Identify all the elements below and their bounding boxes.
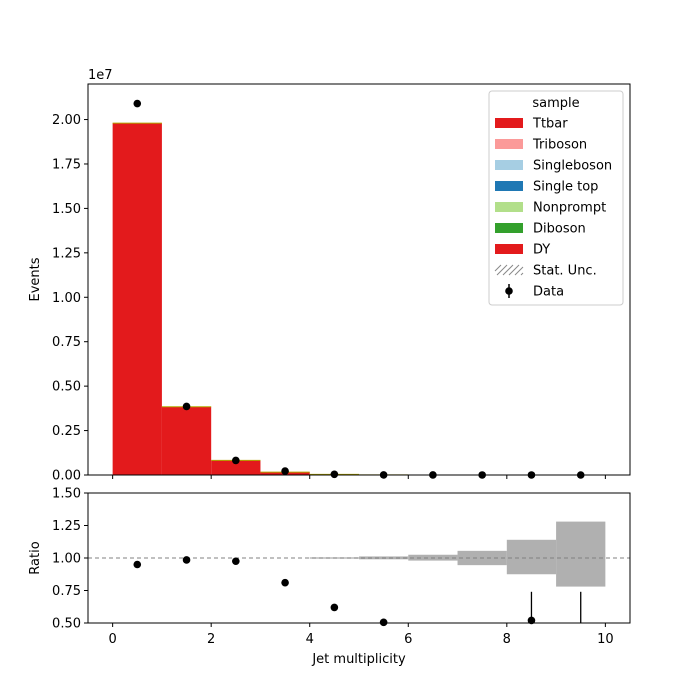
y-tick-label: 1.75 (52, 157, 81, 172)
ratio-plot-frame (87, 492, 631, 624)
data-point (232, 456, 240, 465)
y-tick-label: 1.25 (52, 246, 81, 261)
ratio-point (133, 560, 142, 569)
x-tick-label: 0 (108, 632, 116, 647)
stack-bar-dy (211, 460, 261, 475)
ratio-y-axis-label: Ratio (28, 541, 43, 574)
ratio-point (232, 557, 240, 566)
x-tick-label: 6 (404, 632, 412, 647)
x-tick-label: 2 (207, 632, 215, 647)
x-axis-label: Jet multiplicity (311, 652, 406, 667)
ratio-y-tick-label: 1.00 (52, 552, 81, 567)
ratio-ticks: 0.50 0.75 1.00 1.25 1.50 0 2 4 6 8 10 (52, 487, 614, 648)
data-point (281, 467, 289, 475)
y-tick-label: 1.50 (52, 202, 81, 217)
ratio-y-tick-label: 0.50 (52, 617, 81, 632)
y-tick-label: 0.50 (52, 380, 81, 395)
stack-bar-dy (112, 123, 162, 475)
legend-label: Triboson (532, 138, 587, 153)
legend-hatch-line (514, 266, 524, 276)
legend-label: Singleboson (533, 159, 612, 174)
y-tick-label: 2.00 (52, 113, 81, 128)
main-y-axis-label: Events (28, 257, 43, 301)
legend-hatch-line (496, 264, 508, 276)
main-plot-frame (87, 83, 631, 476)
data-point (330, 470, 339, 479)
legend-swatch (495, 202, 523, 212)
y-tick-label: 1.00 (52, 291, 81, 306)
y-tick-label: 0.00 (52, 469, 81, 484)
legend-marker (505, 287, 513, 295)
ratio-point (182, 556, 191, 564)
ratio-point (379, 618, 388, 627)
x-tick-label: 4 (306, 632, 314, 647)
ratio-point (527, 616, 536, 625)
y-tick-label: 0.75 (52, 335, 81, 350)
legend-label: Single top (533, 180, 598, 195)
legend-swatch (495, 160, 523, 170)
ratio-y-tick-label: 0.75 (52, 584, 81, 599)
legend-swatch (495, 244, 523, 254)
x-tick-label: 10 (597, 632, 614, 647)
legend-swatch (495, 223, 523, 233)
legend-label: Ttbar (532, 117, 568, 132)
legend: sample Ttbar Triboson Singleboson Single to… (488, 90, 624, 306)
legend-hatch-line (494, 264, 502, 272)
legend-entries: Ttbar Triboson Singleboson Single top Nonpro… (494, 117, 612, 300)
ratio-panel: 0.50 0.75 1.00 1.25 1.50 0 2 4 6 8 10 Ratio Jet mu… (28, 487, 631, 667)
ratio-band-bin (556, 521, 606, 587)
legend-hatch-line (520, 272, 524, 276)
stack-bar-dy (161, 406, 212, 475)
ratio-band-bin (506, 539, 557, 575)
legend-label: Diboson (533, 222, 586, 237)
legend-title: sample (532, 96, 579, 111)
x-tick-label: 8 (503, 632, 511, 647)
legend-hatch-line (502, 264, 514, 276)
legend-label: Data (533, 285, 564, 300)
legend-swatch (495, 139, 523, 149)
main-bars (112, 122, 606, 476)
ratio-y-tick-label: 1.50 (52, 487, 81, 502)
main-y-scale-label: 1e7 (88, 68, 113, 83)
ratio-points (133, 556, 536, 627)
legend-hatch-line (508, 264, 520, 276)
ratio-y-tick-label: 1.25 (52, 519, 81, 534)
data-point (133, 99, 142, 108)
main-ticks: 0.00 0.25 0.50 0.75 1.00 1.25 1.50 1.75 2.00 (52, 113, 606, 484)
main-panel: 0.00 0.25 0.50 0.75 1.00 1.25 1.50 1.75 2.00 Eve… (28, 68, 631, 484)
data-point (182, 402, 191, 411)
legend-label: Stat. Unc. (533, 264, 597, 279)
legend-label: Nonprompt (533, 201, 606, 216)
ratio-point (281, 578, 289, 587)
legend-label: DY (533, 243, 550, 258)
y-tick-label: 0.25 (52, 424, 81, 439)
ratio-point (330, 603, 339, 612)
legend-swatch (495, 118, 523, 128)
legend-swatch (495, 181, 523, 191)
